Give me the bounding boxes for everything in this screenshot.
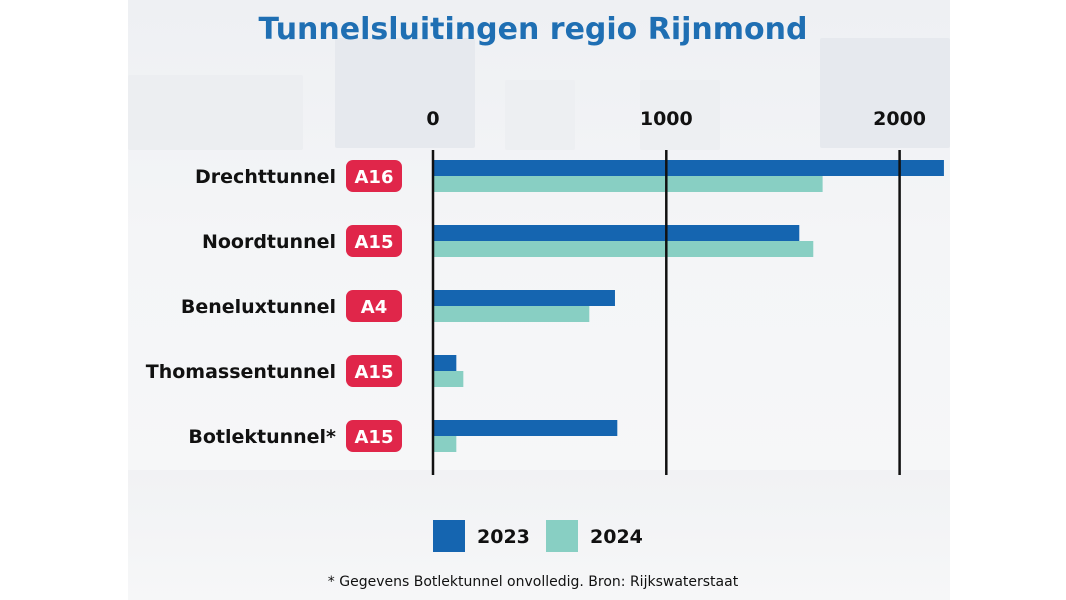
bar-2024-5	[433, 436, 457, 452]
bar-2023-4	[433, 355, 457, 371]
road-badge-label: A15	[355, 427, 394, 448]
legend-label-2024: 2024	[590, 526, 643, 548]
bar-2024-3	[433, 306, 590, 322]
bar-2023-5	[433, 420, 618, 436]
footnote: * Gegevens Botlektunnel onvolledig. Bron…	[327, 574, 739, 590]
background-road-sign	[335, 38, 475, 148]
chart-title: Tunnelsluitingen regio Rijnmond	[258, 12, 808, 47]
bar-2023-1	[433, 160, 944, 176]
background-road-sign	[128, 75, 303, 150]
road-badge-label: A15	[355, 232, 394, 253]
road-badge-label: A15	[355, 362, 394, 383]
legend-label-2023: 2023	[477, 526, 530, 548]
road-badge	[346, 355, 402, 387]
background-road	[128, 470, 950, 600]
legend-swatch-2024	[546, 520, 578, 552]
background-road-sign	[505, 80, 575, 150]
category-label: Thomassentunnel	[146, 361, 336, 383]
category-label: Beneluxtunnel	[181, 296, 336, 318]
road-badge	[346, 160, 402, 192]
bar-2024-1	[433, 176, 823, 192]
road-badge	[346, 420, 402, 452]
bar-2024-2	[433, 241, 814, 257]
x-tick-label-0: 0	[426, 108, 439, 130]
road-badge-label: A16	[355, 167, 394, 188]
x-tick-label-1000: 1000	[640, 108, 693, 130]
category-label: Botlektunnel*	[188, 426, 336, 448]
category-label: Noordtunnel	[202, 231, 336, 253]
category-label: Drechttunnel	[195, 166, 336, 188]
road-badge	[346, 290, 402, 322]
background-road-sign	[820, 38, 950, 148]
x-tick-label-2000: 2000	[873, 108, 926, 130]
bar-2023-3	[433, 290, 615, 306]
bar-2023-2	[433, 225, 800, 241]
bar-2024-4	[433, 371, 464, 387]
road-badge	[346, 225, 402, 257]
road-badge-label: A4	[361, 297, 387, 318]
background-road-sign	[640, 80, 720, 150]
legend-swatch-2023	[433, 520, 465, 552]
